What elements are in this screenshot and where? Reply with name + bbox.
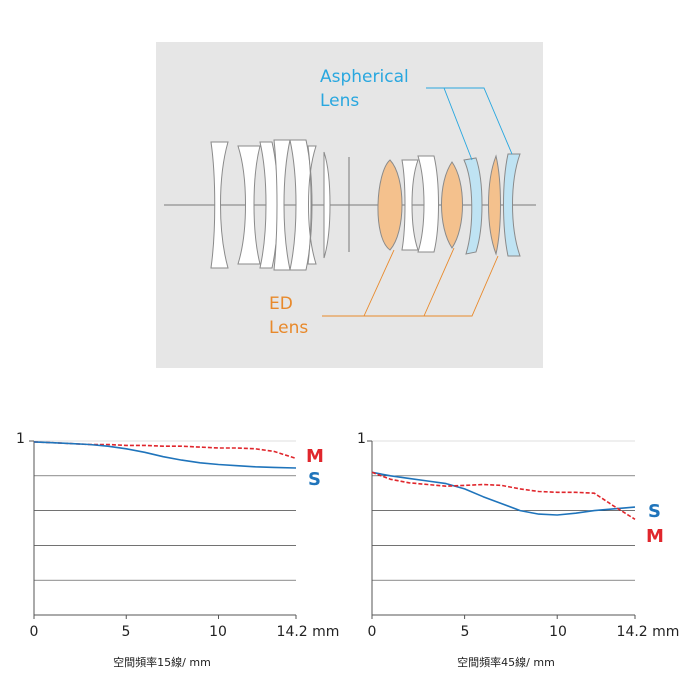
lens-element-7 — [323, 151, 331, 259]
lens-element-6 — [307, 145, 317, 265]
series-line-s — [33, 441, 297, 469]
y-tick-label: 1 — [16, 431, 25, 447]
aspherical-label-line1: Aspherical — [320, 67, 409, 87]
x-axis-caption: 空間頻率15線/ mm — [113, 656, 211, 669]
x-tick-label: 0 — [367, 624, 377, 640]
lens-element-2 — [237, 145, 261, 265]
mtf-chart-15lpmm: 1 0 5 10 14.2 mm 空間頻率15線/ mm M S — [16, 431, 340, 669]
aspherical-lens-1 — [463, 157, 483, 255]
lens-element-8 — [401, 159, 419, 251]
mtf-chart-15lpmm-plot — [29, 440, 297, 619]
lens-diagram — [164, 87, 536, 317]
series-label-s: S — [648, 501, 661, 522]
ed-lens-3 — [488, 154, 501, 256]
x-tick-label: 0 — [29, 624, 39, 640]
aspherical-lens-label: Aspherical Lens — [320, 65, 409, 113]
x-tick-label: 10 — [209, 624, 227, 640]
series-label-m: M — [306, 446, 324, 467]
series-line-m — [371, 471, 636, 520]
ed-leaders — [322, 247, 499, 317]
front-lens-group — [210, 139, 331, 271]
lens-diagram-panel: Aspherical Lens ED Lens — [156, 42, 543, 368]
ed-label-line2: Lens — [269, 318, 309, 338]
series-label-s: S — [308, 469, 321, 490]
rear-lens-group — [463, 153, 521, 257]
x-axis-caption: 空間頻率45線/ mm — [457, 656, 555, 669]
x-tick-label: 5 — [121, 624, 131, 640]
ed-lens-1 — [377, 159, 403, 251]
x-tick-label: 10 — [549, 624, 567, 640]
lens-element-9 — [417, 155, 439, 253]
x-tick-label: 5 — [460, 624, 470, 640]
x-tick-label: 14.2 mm — [616, 624, 680, 640]
series-label-m: M — [646, 526, 664, 547]
middle-lens-group — [377, 155, 463, 253]
series-line-s — [371, 471, 636, 516]
ed-lens-2 — [441, 161, 463, 249]
aspherical-label-line2: Lens — [320, 91, 360, 111]
aspherical-leaders — [426, 87, 513, 161]
aspherical-lens-2 — [503, 153, 521, 257]
x-tick-label: 14.2 mm — [276, 624, 340, 640]
y-tick-label: 1 — [357, 431, 366, 447]
lens-element-1 — [210, 141, 229, 269]
ed-label-line1: ED — [269, 294, 293, 314]
ed-lens-label: ED Lens — [269, 292, 308, 340]
